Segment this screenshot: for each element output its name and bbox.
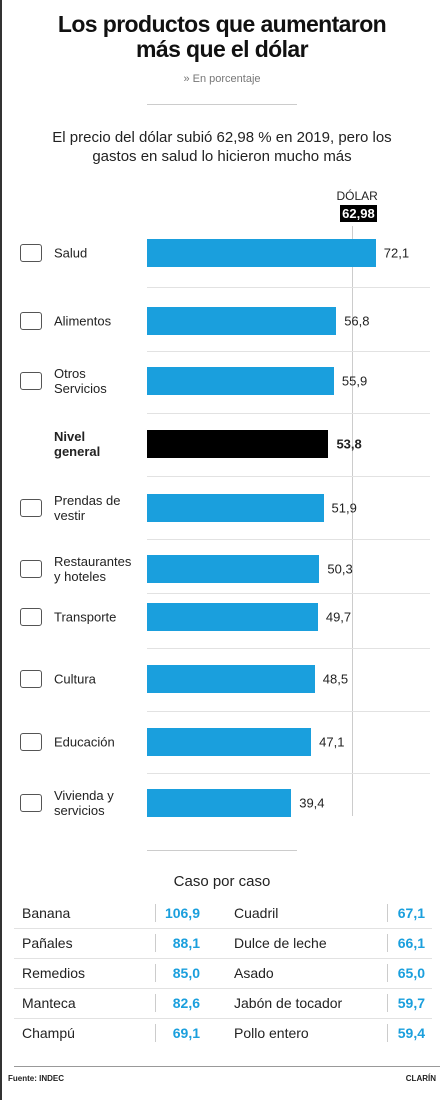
reference-label: DÓLAR (336, 189, 378, 203)
table-divider (14, 1018, 432, 1019)
category-icon (20, 670, 42, 688)
table-item: Pollo entero (234, 1025, 309, 1041)
value-label: 50,3 (327, 561, 353, 577)
table-value: 67,1 (397, 905, 425, 921)
row-divider (147, 648, 430, 649)
bar (147, 789, 292, 817)
divider (147, 850, 297, 851)
table-value: 59,4 (397, 1025, 425, 1041)
row-divider (147, 287, 430, 288)
category-icon (20, 244, 42, 262)
category-icon (20, 499, 42, 517)
category-label: Educación (54, 734, 115, 750)
table-item: Cuadril (234, 905, 279, 921)
table-value: 82,6 (172, 995, 200, 1011)
chart-description: El precio del dólar subió 62,98 % en 201… (52, 129, 392, 165)
table-tick (387, 964, 388, 982)
table-item: Dulce de leche (234, 935, 327, 951)
table-item: Jabón de tocador (234, 995, 343, 1011)
reference-value: 62,98 (340, 205, 377, 222)
table-tick (155, 964, 156, 982)
bar (147, 430, 329, 458)
category-label: Otros Servicios (54, 366, 107, 396)
table-tick (387, 904, 388, 922)
row-divider (147, 351, 430, 352)
table-value: 106,9 (164, 905, 200, 921)
value-label: 49,7 (325, 609, 352, 625)
category-icon (20, 794, 42, 812)
table-item: Manteca (22, 995, 76, 1011)
category-icon (20, 608, 42, 626)
category-icon (20, 372, 42, 390)
table-item: Banana (22, 905, 71, 921)
table-tick (387, 994, 388, 1012)
table-item: Remedios (22, 965, 86, 981)
bar (147, 555, 320, 583)
category-label: Transporte (54, 609, 117, 625)
table-tick (155, 934, 156, 952)
footer-rule (14, 1066, 440, 1067)
value-label: 72,1 (383, 245, 410, 261)
table-tick (155, 904, 156, 922)
table-divider (14, 928, 432, 929)
category-icon (20, 312, 42, 330)
divider (147, 104, 297, 105)
bar (147, 603, 318, 631)
table-title: Caso por caso (173, 873, 271, 890)
table-divider (14, 988, 432, 989)
table-value: 85,0 (172, 965, 200, 981)
row-divider (147, 538, 430, 540)
brand: CLARÍN (405, 1074, 436, 1083)
bar (147, 307, 337, 335)
category-label: Salud (54, 245, 88, 261)
category-label: Restaurantes y hoteles (54, 554, 132, 584)
table-value: 88,1 (172, 935, 200, 951)
category-icon (20, 733, 42, 751)
value-label: 51,9 (331, 500, 357, 516)
category-label: Nivel general (54, 429, 101, 459)
row-divider (147, 710, 430, 712)
table-tick (387, 1024, 388, 1042)
bar (147, 239, 376, 267)
value-label: 39,4 (299, 795, 325, 811)
value-label: 56,8 (344, 313, 370, 329)
category-label: Cultura (54, 671, 96, 687)
row-divider (147, 476, 430, 477)
category-label: Prendas de vestir (54, 493, 121, 523)
bar (147, 665, 315, 693)
table-item: Champú (22, 1025, 75, 1041)
bar (147, 367, 334, 395)
table-tick (387, 934, 388, 952)
category-label: Alimentos (54, 313, 112, 329)
table-value: 59,7 (397, 995, 425, 1011)
row-divider (147, 593, 430, 594)
bar (147, 494, 324, 522)
category-icon (20, 560, 42, 578)
table-divider (14, 958, 432, 959)
table-tick (155, 994, 156, 1012)
category-label: Vivienda y servicios (54, 788, 114, 818)
value-label: 48,5 (322, 671, 349, 687)
table-value: 69,1 (172, 1025, 200, 1041)
table-item: Pañales (22, 935, 73, 951)
value-label: 47,1 (319, 734, 345, 750)
bar (147, 728, 312, 756)
source: Fuente: INDEC (8, 1074, 64, 1083)
table-value: 66,1 (397, 935, 425, 951)
table-value: 65,0 (397, 965, 425, 981)
reference-line (352, 226, 354, 816)
row-divider (147, 412, 430, 414)
table-tick (155, 1024, 156, 1042)
value-label: 53,8 (336, 436, 362, 452)
chart-title: Los productos que aumentaron más que el … (57, 11, 387, 62)
chart-subtitle: » En porcentaje (183, 73, 261, 85)
value-label: 55,9 (341, 373, 368, 389)
row-divider (147, 772, 430, 774)
table-item: Asado (234, 965, 274, 981)
